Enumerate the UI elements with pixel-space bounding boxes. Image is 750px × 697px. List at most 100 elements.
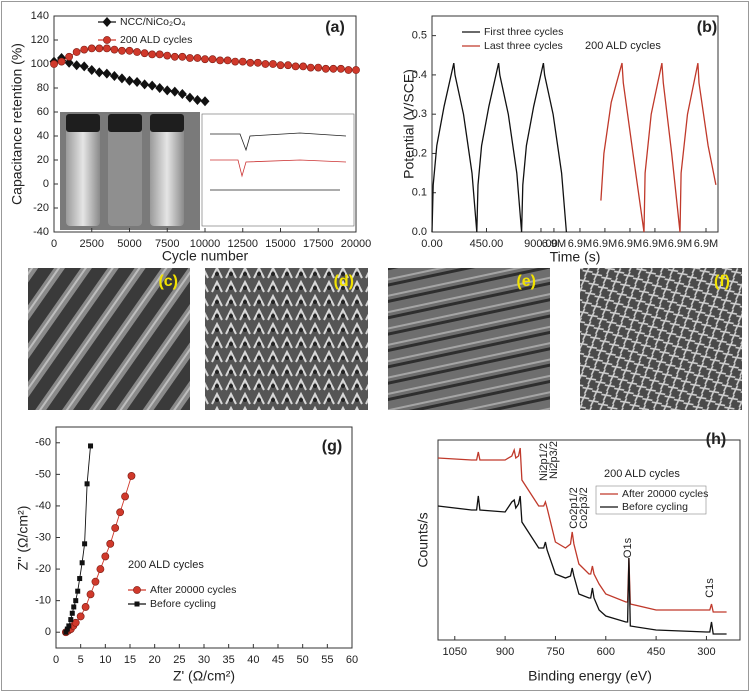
x-tick-label: 450.00 xyxy=(470,238,504,250)
data-point xyxy=(66,623,72,629)
legend-label: Before cycling xyxy=(622,501,688,513)
data-point xyxy=(86,590,95,599)
x-tick-label: 7500 xyxy=(155,238,179,250)
data-point xyxy=(261,60,270,68)
y-axis-title: Counts/s xyxy=(415,512,431,567)
data-point xyxy=(299,62,308,71)
data-point xyxy=(102,68,112,79)
panel-label: (h) xyxy=(706,431,726,448)
data-point xyxy=(177,89,187,99)
x-tick-label: 6.9M xyxy=(668,238,692,250)
data-point xyxy=(63,629,69,635)
x-tick-label: 0 xyxy=(51,238,57,250)
legend-label: First three cycles xyxy=(484,26,563,38)
legend-marker xyxy=(103,36,111,44)
y-tick-label: 0.0 xyxy=(412,226,427,238)
data-point xyxy=(79,61,89,72)
data-point xyxy=(106,539,115,548)
data-point xyxy=(117,73,127,84)
inset xyxy=(60,112,355,230)
data-point xyxy=(133,48,141,56)
y-tick-label: 0.3 xyxy=(412,108,427,120)
data-point xyxy=(87,44,96,53)
data-point xyxy=(121,492,129,501)
data-point xyxy=(82,541,88,547)
data-point xyxy=(284,61,292,70)
x-tick-label: 600 xyxy=(597,646,615,658)
data-point xyxy=(147,80,157,91)
data-point xyxy=(72,60,82,71)
x-tick-label: 10 xyxy=(99,654,111,666)
plot-frame xyxy=(55,426,353,649)
y-tick-label: 0 xyxy=(43,178,49,190)
sem-image xyxy=(28,268,190,410)
data-point xyxy=(162,85,172,96)
data-point xyxy=(185,54,194,62)
x-tick-label: 5000 xyxy=(117,238,141,250)
x-axis-title: Binding energy (eV) xyxy=(528,668,652,684)
data-point xyxy=(200,96,210,107)
annotation: Co2p1/2 xyxy=(568,487,580,529)
data-point xyxy=(101,552,110,561)
data-point xyxy=(125,46,134,55)
x-tick-label: 0 xyxy=(53,654,59,666)
data-point xyxy=(118,46,126,55)
data-point xyxy=(140,49,149,58)
panel-label: (c) xyxy=(158,273,178,290)
data-point xyxy=(231,57,240,66)
data-point xyxy=(192,95,202,105)
x-tick-label: 40 xyxy=(247,654,259,666)
data-point xyxy=(94,67,104,78)
x-tick-label: 450 xyxy=(647,646,665,658)
x-tick-label: 50 xyxy=(297,654,309,666)
data-point xyxy=(111,524,120,532)
data-point xyxy=(132,77,142,87)
x-tick-label: 35 xyxy=(223,654,235,666)
data-point xyxy=(102,44,111,53)
x-tick-label: 6.9M xyxy=(593,238,617,250)
data-point xyxy=(64,626,70,632)
data-point xyxy=(81,603,90,611)
data-point xyxy=(344,66,353,74)
data-point xyxy=(71,604,77,610)
panel-label: (b) xyxy=(697,19,717,36)
data-point xyxy=(71,618,80,627)
x-tick-label: 12500 xyxy=(227,238,258,250)
y-tick-label: -60 xyxy=(35,437,51,449)
data-point xyxy=(291,62,300,71)
data-point xyxy=(306,63,315,72)
x-tick-label: 10000 xyxy=(190,238,221,250)
y-tick-label: -50 xyxy=(35,468,51,480)
x-tick-label: 15 xyxy=(124,654,136,666)
annotation: 200 ALD cycles xyxy=(128,559,204,571)
x-tick-label: 45 xyxy=(272,654,284,666)
data-point xyxy=(65,52,73,61)
data-point xyxy=(246,58,255,67)
data-point xyxy=(193,54,202,62)
y-tick-label: -20 xyxy=(35,563,51,575)
y-axis-title: Capacitance retention (%) xyxy=(9,43,25,205)
x-tick-label: 5 xyxy=(78,654,84,666)
x-axis-title: Time (s) xyxy=(550,249,601,265)
legend-label: Last three cycles xyxy=(484,40,563,52)
data-point xyxy=(77,576,83,582)
y-tick-label: -20 xyxy=(33,202,49,214)
data-point xyxy=(148,50,157,59)
y-tick-label: 0.5 xyxy=(412,30,427,42)
data-point xyxy=(57,57,66,66)
x-axis-title: Z' (Ω/cm²) xyxy=(173,668,235,684)
data-point xyxy=(336,64,345,73)
plot-frame xyxy=(437,439,741,641)
data-point xyxy=(50,60,58,68)
data-point xyxy=(127,472,136,480)
legend-marker xyxy=(133,586,141,594)
panel-label: (f) xyxy=(714,273,730,290)
panel-label: (e) xyxy=(516,273,536,290)
x-tick-label: 750 xyxy=(546,646,564,658)
x-tick-label: 1050 xyxy=(443,646,467,658)
x-tick-label: 6.9M xyxy=(542,238,566,250)
data-point xyxy=(91,577,100,586)
x-tick-label: 0.00 xyxy=(421,238,442,250)
series-line xyxy=(437,447,727,613)
